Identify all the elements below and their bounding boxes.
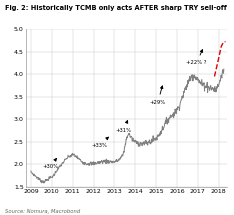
Text: +29%: +29%	[150, 86, 166, 105]
Text: +33%: +33%	[91, 137, 108, 148]
Text: +22% ?: +22% ?	[186, 50, 207, 65]
Text: +31%: +31%	[115, 121, 132, 133]
Text: Fig. 2: Historically TCMB only acts AFTER sharp TRY sell-off: Fig. 2: Historically TCMB only acts AFTE…	[5, 5, 227, 11]
Text: +30%: +30%	[42, 158, 58, 169]
Text: Source: Nomura, Macrobond: Source: Nomura, Macrobond	[5, 209, 80, 214]
